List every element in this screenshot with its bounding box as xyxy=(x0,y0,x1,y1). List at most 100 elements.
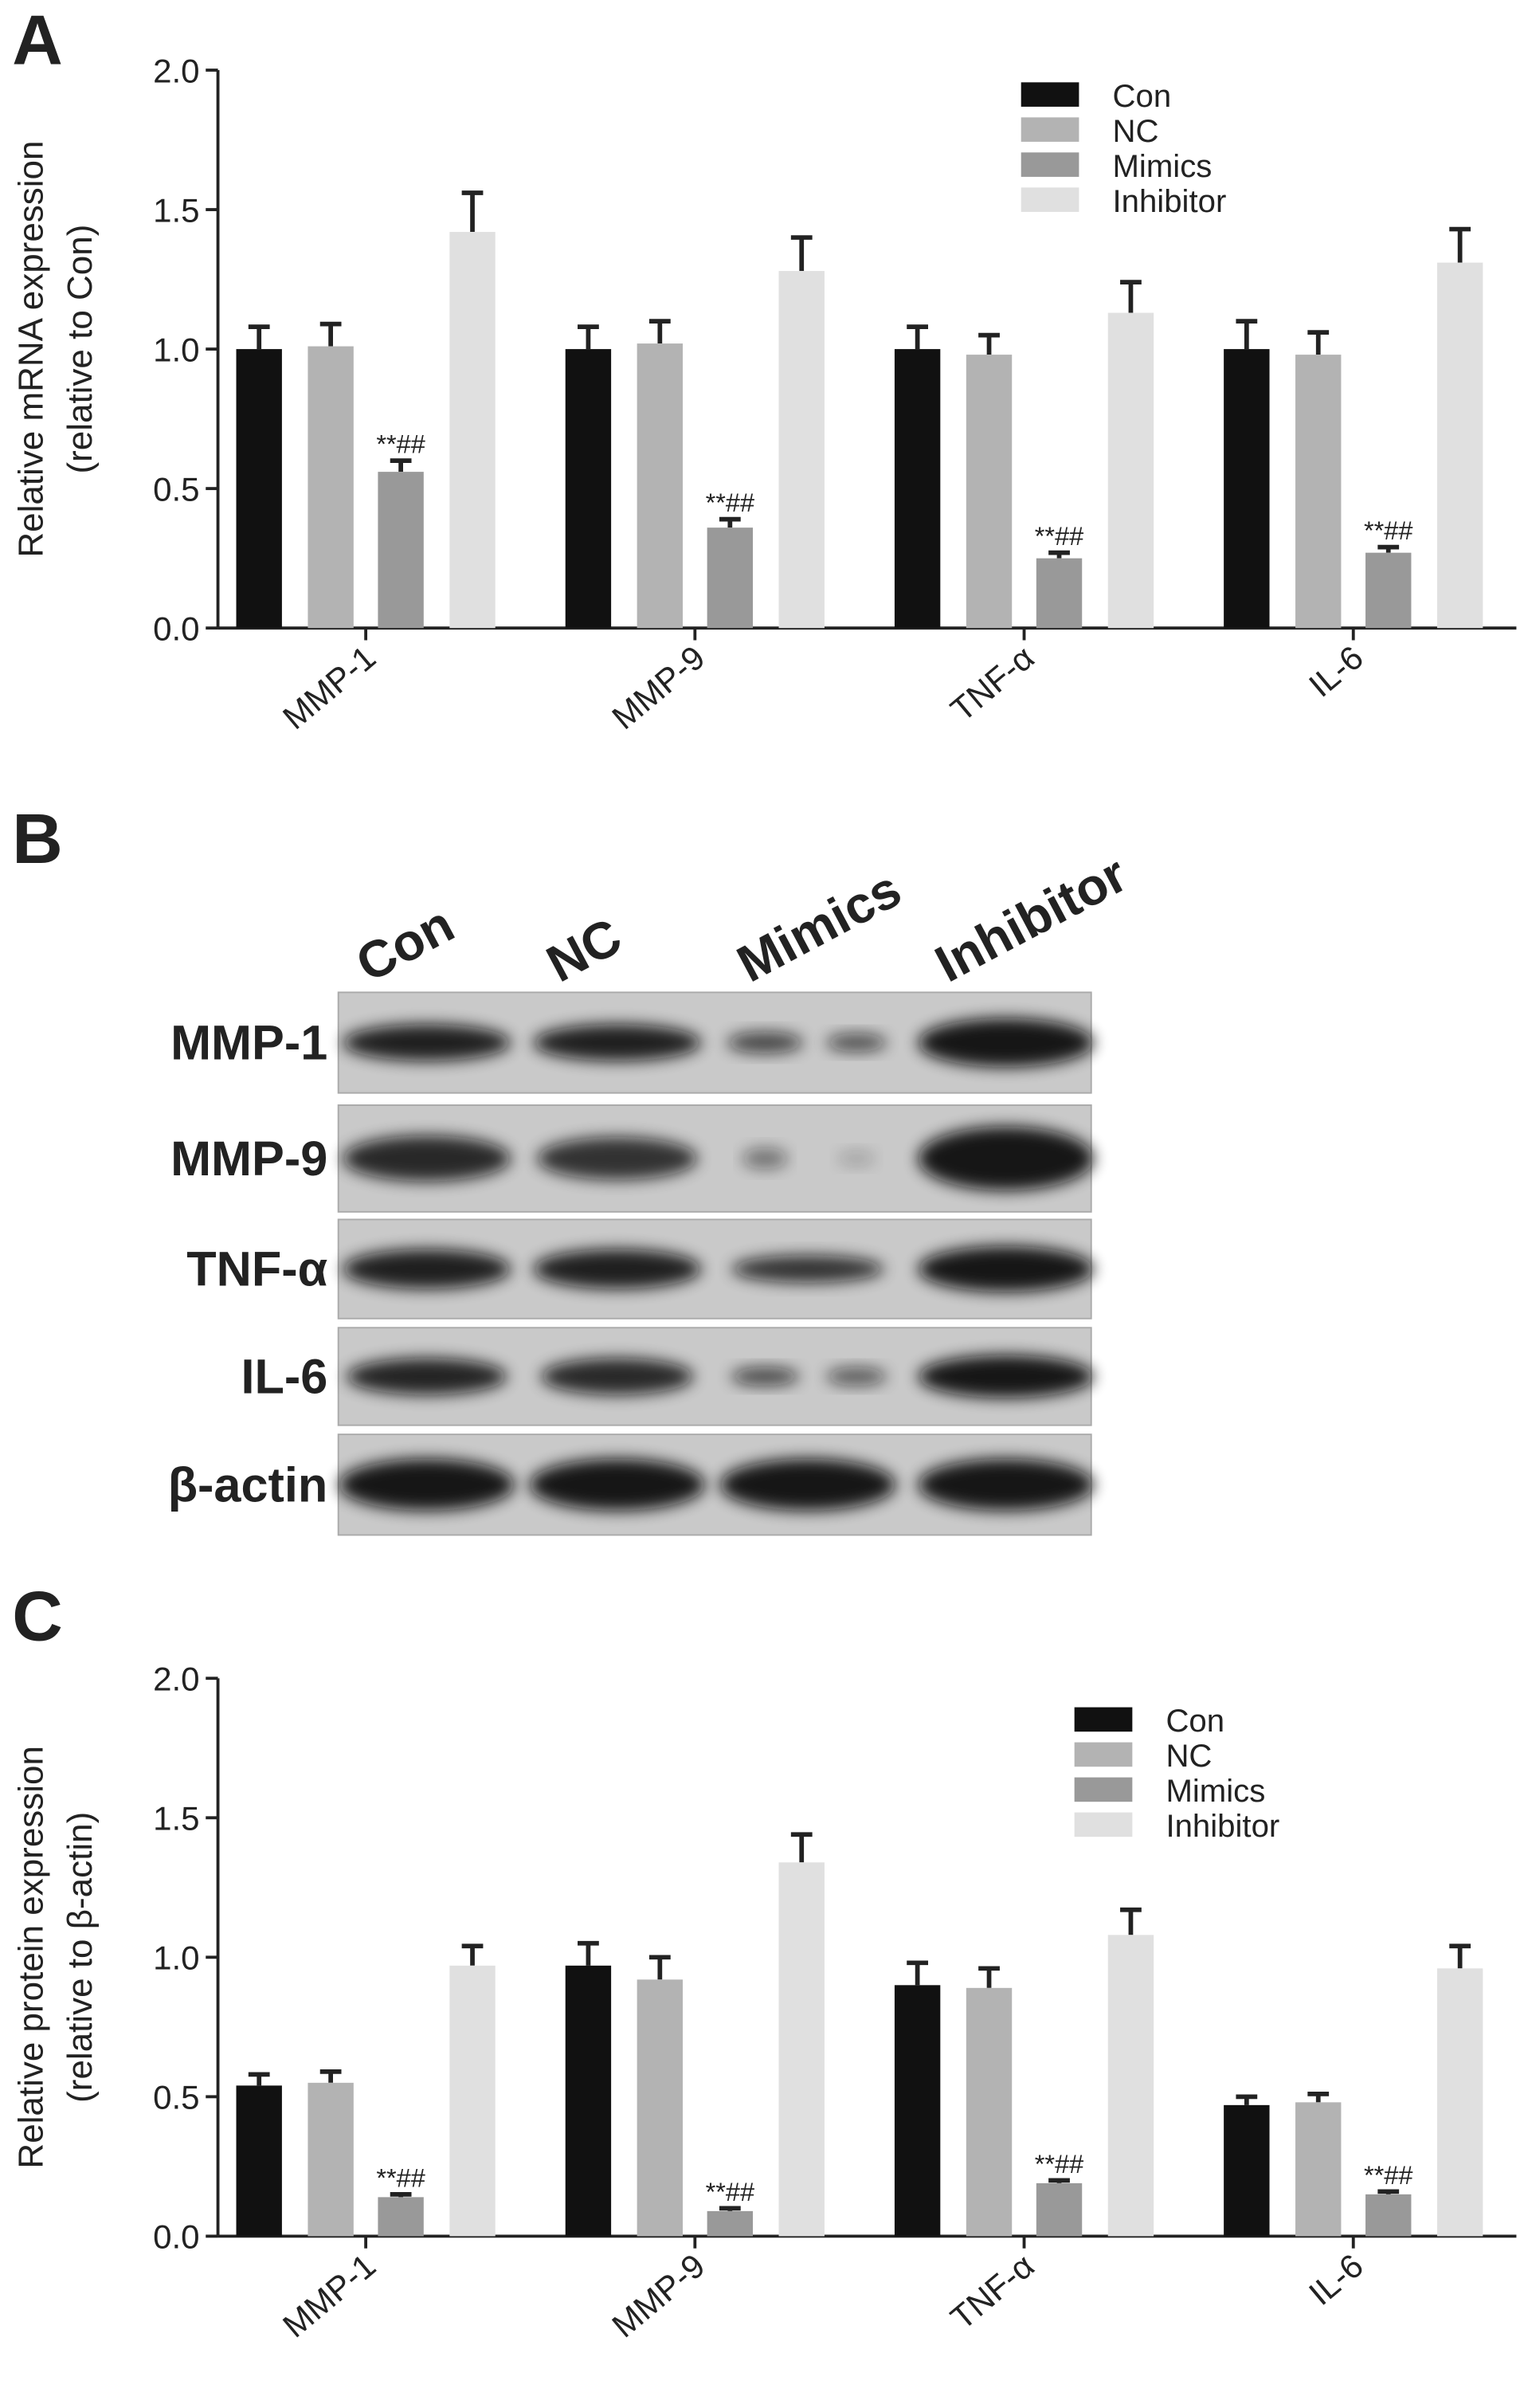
annotation: **## xyxy=(376,2163,425,2192)
blot-band xyxy=(541,1358,694,1395)
y-tick-label: 2.0 xyxy=(153,1661,200,1698)
blot-band xyxy=(918,1126,1094,1191)
panel-label: A xyxy=(12,0,63,79)
blot-band xyxy=(727,1032,804,1053)
blot-band xyxy=(533,1024,701,1061)
blot-band xyxy=(918,1245,1094,1292)
legend-label: NC xyxy=(1112,113,1158,149)
blot-row-label: IL-6 xyxy=(241,1349,327,1403)
bar xyxy=(378,472,424,629)
annotation: **## xyxy=(706,488,754,517)
bar xyxy=(1224,2104,1270,2237)
bar xyxy=(1107,1935,1154,2237)
y-axis-title: Relative mRNA expression xyxy=(12,141,51,558)
annotation: **## xyxy=(376,430,425,459)
blot-band xyxy=(533,1249,701,1289)
lane-label: NC xyxy=(537,907,630,994)
x-tick-label: MMP-9 xyxy=(605,2246,711,2344)
bar xyxy=(236,2085,282,2237)
bar xyxy=(1365,552,1412,629)
blot-band xyxy=(537,1137,698,1180)
y-axis-subtitle: (relative to β-actin) xyxy=(61,1812,100,2103)
legend-label: Inhibitor xyxy=(1166,1808,1279,1844)
legend-label: Inhibitor xyxy=(1112,183,1226,219)
blot-band xyxy=(343,1024,511,1061)
legend-swatch xyxy=(1074,1742,1133,1767)
legend-label: Con xyxy=(1112,78,1171,114)
blot-row-label: MMP-9 xyxy=(170,1131,327,1186)
bar xyxy=(308,2082,354,2237)
annotation: **## xyxy=(1035,2150,1083,2179)
annotation: **## xyxy=(706,2178,754,2206)
bar xyxy=(236,349,282,629)
y-tick-label: 1.5 xyxy=(153,1800,200,1837)
legend-swatch xyxy=(1021,82,1079,107)
bar xyxy=(778,1862,825,2237)
blot-row-label: TNF-α xyxy=(186,1242,327,1296)
blot-band xyxy=(918,1355,1094,1398)
blot-row-label: β-actin xyxy=(168,1457,328,1512)
x-tick-label: MMP-1 xyxy=(276,2246,382,2344)
bar xyxy=(1436,1968,1483,2237)
blot-band xyxy=(719,1458,895,1511)
lane-label: Mimics xyxy=(727,859,910,993)
lane-label: Inhibitor xyxy=(926,845,1136,994)
bar xyxy=(1365,2194,1412,2237)
y-tick-label: 0.0 xyxy=(153,610,200,647)
legend-label: Con xyxy=(1166,1703,1224,1739)
bar xyxy=(565,349,612,629)
y-axis-title: Relative protein expression xyxy=(12,1746,51,2169)
bar xyxy=(966,355,1013,629)
y-tick-label: 0.5 xyxy=(153,470,200,508)
y-axis-subtitle: (relative to Con) xyxy=(61,225,100,474)
bar xyxy=(894,349,941,629)
bar xyxy=(894,1985,941,2237)
bar xyxy=(308,346,354,629)
y-tick-label: 2.0 xyxy=(153,52,200,89)
blot-band xyxy=(343,1135,511,1182)
legend-swatch xyxy=(1021,117,1079,142)
annotation: **## xyxy=(1364,2161,1412,2190)
x-tick-label: IL-6 xyxy=(1302,638,1370,704)
bar xyxy=(1036,2182,1083,2237)
blot-band xyxy=(731,1367,800,1386)
legend-label: Mimics xyxy=(1166,1773,1265,1809)
bar xyxy=(1036,558,1083,629)
x-tick-label: MMP-9 xyxy=(605,638,711,736)
y-tick-label: 1.0 xyxy=(153,1939,200,1977)
panel-label: C xyxy=(12,1576,63,1655)
bar xyxy=(966,1987,1013,2237)
y-tick-label: 0.5 xyxy=(153,2079,200,2116)
bar xyxy=(1295,2102,1342,2237)
bar xyxy=(1107,312,1154,629)
panel-label: B xyxy=(12,799,63,878)
bar xyxy=(707,2210,754,2237)
annotation: **## xyxy=(1364,516,1412,545)
legend-label: Mimics xyxy=(1112,148,1212,184)
blot-band xyxy=(918,1018,1094,1068)
legend-swatch xyxy=(1074,1812,1133,1837)
blot-band xyxy=(347,1358,507,1395)
bar xyxy=(637,343,684,629)
legend-label: NC xyxy=(1166,1738,1212,1774)
blot-band xyxy=(825,1033,887,1052)
bar xyxy=(778,271,825,629)
bar xyxy=(449,1965,496,2237)
blot-band xyxy=(343,1249,511,1289)
x-tick-label: IL-6 xyxy=(1302,2246,1370,2312)
x-tick-label: TNF-α xyxy=(943,638,1040,728)
blot-row-label: MMP-1 xyxy=(170,1016,327,1070)
bar xyxy=(637,1979,684,2237)
bar xyxy=(449,232,496,629)
blot-band xyxy=(529,1458,705,1511)
legend-swatch xyxy=(1021,187,1079,212)
lane-label: Con xyxy=(347,894,463,993)
y-tick-label: 0.0 xyxy=(153,2218,200,2256)
legend-swatch xyxy=(1074,1777,1133,1802)
blot-band xyxy=(742,1147,789,1170)
legend-swatch xyxy=(1021,152,1079,177)
bar xyxy=(565,1965,612,2237)
x-tick-label: MMP-1 xyxy=(276,638,382,736)
bar xyxy=(1295,355,1342,629)
bar xyxy=(378,2197,424,2237)
